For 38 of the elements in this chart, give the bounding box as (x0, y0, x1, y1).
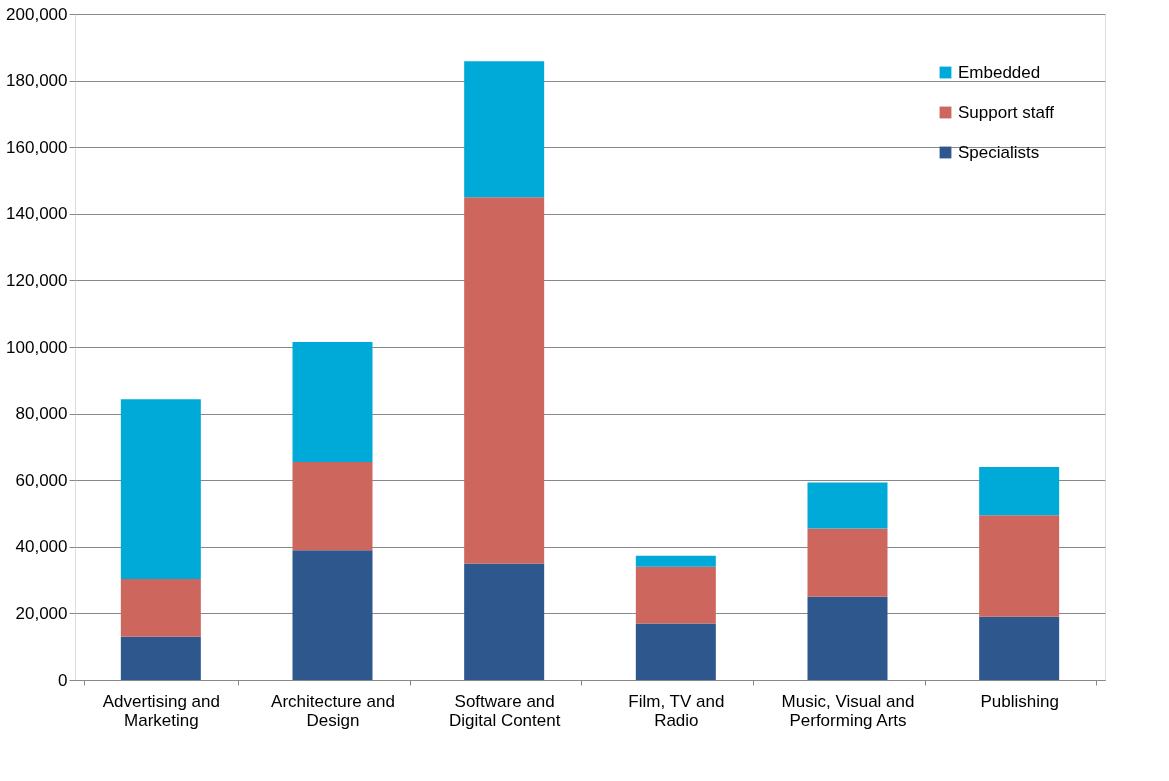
bar (292, 342, 373, 462)
y-tick-label: 100,000 (6, 337, 68, 357)
y-tick-label: 0 (58, 670, 68, 690)
bar (464, 197, 545, 564)
bar (807, 528, 888, 597)
y-tick-label: 40,000 (15, 537, 68, 557)
legend-label: Specialists (958, 142, 1040, 162)
bar (979, 466, 1060, 516)
bar (120, 636, 201, 680)
y-tick-label: 140,000 (6, 204, 68, 224)
y-tick-label: 20,000 (15, 603, 68, 623)
bar (292, 550, 373, 680)
bar (807, 482, 888, 529)
bar (979, 515, 1060, 617)
x-tick-label: Architecture and Design (271, 691, 395, 730)
y-tick-label: 60,000 (15, 470, 68, 490)
y-tick-label: 200,000 (6, 4, 68, 24)
x-tick-label: Advertising and Marketing (102, 691, 220, 730)
bar (807, 596, 888, 680)
legend-label: Embedded (958, 62, 1041, 82)
y-tick-label: 120,000 (6, 270, 68, 290)
x-tick-label: Music, Visual and Performing Arts (781, 691, 915, 730)
bar (464, 61, 545, 198)
bar (120, 579, 201, 637)
y-tick-label: 180,000 (6, 71, 68, 91)
bar (635, 566, 716, 624)
y-tick-label: 80,000 (15, 404, 68, 424)
x-tick-label: Publishing (980, 691, 1059, 711)
legend-label: Support staff (958, 102, 1055, 122)
bar (292, 461, 373, 551)
x-tick-label: Software and Digital Content (448, 691, 561, 730)
bar (464, 563, 545, 680)
bar (979, 616, 1060, 680)
bar (635, 623, 716, 680)
bar (635, 555, 716, 567)
y-tick-label: 160,000 (6, 137, 68, 157)
bar (120, 399, 201, 580)
x-tick-label: Film, TV and Radio (628, 691, 725, 730)
